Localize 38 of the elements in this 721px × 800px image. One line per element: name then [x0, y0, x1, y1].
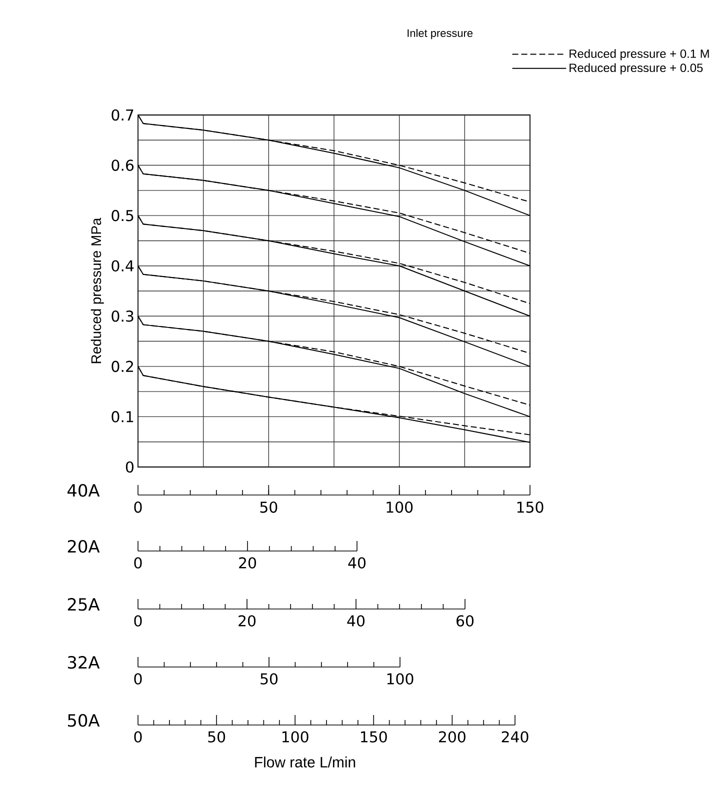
y-tick-label: 0.6 — [112, 160, 134, 171]
y-tick-label: 0.1 — [112, 411, 134, 422]
y-tick-label: 0.7 — [112, 109, 134, 121]
x-tick-label: 150 — [517, 502, 544, 513]
text: 60 — [456, 615, 474, 627]
text: 100 — [387, 673, 414, 685]
text: 0 — [134, 673, 142, 685]
x-tick-label: 0 — [134, 502, 142, 513]
text: 0 — [134, 615, 142, 627]
text: 40 — [347, 615, 365, 627]
chart-title: Inlet pressure — [408, 28, 473, 40]
legend-label: Reduced pressure + 0.1 M — [570, 49, 709, 60]
text: 100 — [282, 731, 308, 743]
text: 40 — [348, 557, 366, 569]
y-axis-title: Reduced pressure MPa — [90, 218, 104, 364]
x-tick-label: 100 — [386, 502, 413, 513]
x-tick-label: 50 — [260, 502, 278, 513]
text: 0 — [134, 731, 142, 743]
y-tick-label: 0.2 — [112, 360, 133, 372]
text: 20 — [239, 557, 256, 569]
text: 240 — [502, 731, 528, 743]
text: 50A — [68, 714, 100, 727]
text: 200 — [439, 731, 466, 743]
y-tick-label: 0.4 — [112, 260, 134, 272]
text: 20 — [238, 615, 256, 627]
text: 20A — [68, 540, 100, 553]
text: 40A — [67, 484, 100, 497]
y-tick-label: 0 — [126, 461, 134, 473]
legend-label: Reduced pressure + 0.05 — [570, 63, 703, 74]
text: 50 — [260, 673, 278, 685]
y-tick-label: 0.3 — [112, 310, 134, 322]
text: 150 — [361, 731, 387, 743]
text: 0 — [134, 557, 142, 569]
y-tick-label: 0.5 — [112, 210, 134, 222]
text: Flow rate L/min — [255, 756, 356, 768]
text: 32A — [68, 656, 100, 669]
text: 25A — [68, 598, 100, 611]
text: 50 — [208, 731, 226, 743]
